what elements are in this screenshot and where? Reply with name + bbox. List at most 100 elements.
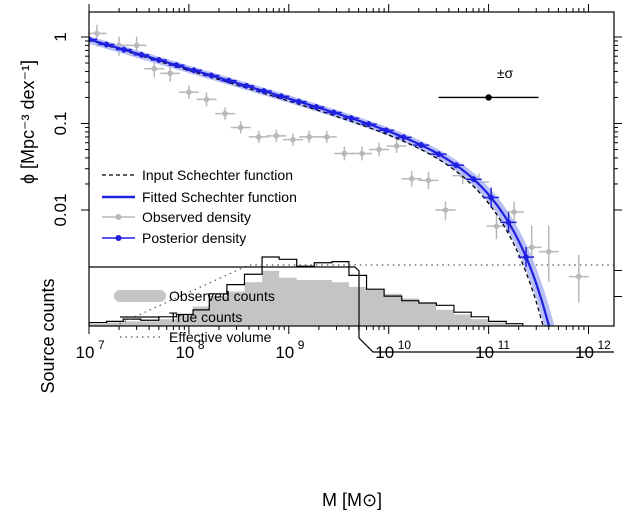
posterior-density-point [89, 36, 97, 43]
posterior-density-point [255, 88, 272, 95]
posterior-density-point [238, 82, 255, 89]
y-tick-label: 0.01 [51, 193, 70, 226]
posterior-density-marker [470, 176, 477, 182]
posterior-density-point [360, 121, 377, 128]
posterior-density-marker [418, 142, 424, 148]
observed-density-marker [306, 134, 312, 140]
x-tick-label-exponent: 11 [498, 338, 511, 352]
posterior-density-marker [505, 219, 512, 226]
x-axis-label: M [M⊙] [322, 490, 382, 510]
observed-density-marker [376, 146, 382, 153]
observed-density-marker [359, 150, 365, 157]
posterior-density-marker [156, 57, 162, 63]
posterior-density-marker [348, 115, 355, 121]
posterior-density-marker [383, 127, 390, 134]
observed-density-point [568, 254, 589, 303]
posterior-density-point [115, 46, 132, 53]
posterior-density-marker [243, 83, 250, 89]
posterior-density-point [220, 77, 237, 84]
posterior-density-marker [453, 162, 459, 169]
legend-top-item: Input Schechter function [102, 167, 293, 183]
observed-density-marker [290, 136, 296, 143]
observed-density-point [435, 201, 456, 221]
posterior-density-point [168, 62, 185, 69]
fitted-schechter-band [89, 36, 555, 326]
posterior-density-point [413, 142, 430, 149]
legend-top-label: Fitted Schechter function [142, 189, 297, 205]
posterior-density-marker [121, 46, 127, 53]
observed-density-point [282, 133, 303, 146]
x-tick-label-exponent: 12 [597, 338, 611, 352]
x-tick-label: 10 [275, 343, 294, 362]
posterior-density-marker [295, 98, 302, 105]
observed-density-point [486, 215, 507, 240]
observed-density-marker [528, 244, 535, 251]
posterior-density-marker [435, 151, 442, 157]
posterior-density-marker [488, 194, 494, 201]
posterior-density-marker [400, 134, 407, 141]
observed-density-marker [273, 133, 280, 139]
x-tick-label-exponent: 10 [398, 338, 412, 352]
posterior-density-point [308, 103, 325, 110]
posterior-density-marker [226, 77, 232, 84]
y-tick-label: 0.1 [51, 112, 70, 136]
observed-density-point [196, 92, 217, 107]
x-tick-label: 10 [575, 343, 594, 362]
x-tick-label-exponent: 9 [298, 338, 305, 352]
observed-density-point [266, 129, 287, 142]
observed-density-marker [576, 273, 582, 280]
posterior-density-marker [278, 93, 285, 100]
posterior-density-point [185, 67, 202, 74]
observed-density-point [144, 60, 165, 78]
posterior-density-point [518, 247, 535, 268]
observed-density-marker [222, 110, 228, 117]
observed-density-point [215, 107, 236, 120]
y-axis-label-top: ϕ [Mpc⁻³ dex⁻¹] [18, 60, 38, 184]
posterior-density-marker [89, 36, 92, 43]
observed-density-marker [493, 223, 500, 229]
observed-density-point [230, 121, 251, 134]
legend-bottom-label: Effective volume [169, 329, 272, 345]
observed-density-point [299, 130, 320, 143]
posterior-density-point [395, 134, 412, 141]
x-tick-label: 10 [175, 343, 194, 362]
observed-density-point [334, 146, 355, 161]
legend-bottom-item: Observed counts [114, 288, 275, 304]
observed-density-marker [408, 175, 415, 182]
observed-density-marker [545, 248, 552, 255]
legend-top-item: Posterior density [102, 230, 246, 246]
observed-density-marker [203, 96, 210, 103]
fitted-schechter-line [89, 38, 551, 326]
posterior-density-point [273, 93, 290, 100]
observed-density-point [386, 139, 407, 153]
bottom-legend-frame [89, 266, 614, 353]
posterior-density-marker [103, 41, 110, 48]
observed-density-marker [94, 30, 100, 37]
x-tick-label: 10 [375, 343, 394, 362]
posterior-density-point [98, 41, 115, 48]
posterior-density-point [150, 56, 167, 63]
posterior-density-point [290, 98, 307, 105]
posterior-density-point [378, 127, 395, 134]
true-counts-histogram [89, 256, 524, 326]
observed-density-point [418, 171, 439, 190]
observed-density-marker [511, 209, 517, 215]
observed-density-marker [323, 134, 330, 140]
legend-top-item: Observed density [102, 209, 251, 225]
observed-density-marker [167, 70, 174, 77]
legend-top-item: Fitted Schechter function [102, 189, 297, 205]
legend-top-label: Posterior density [142, 230, 246, 246]
legend-swatch-marker [115, 214, 122, 220]
observed-density-marker [341, 150, 348, 157]
posterior-density-marker [138, 52, 145, 58]
posterior-density-marker [330, 109, 337, 116]
observed-density-marker [186, 89, 192, 96]
posterior-density-point [500, 212, 517, 233]
posterior-density-point [430, 151, 447, 158]
posterior-density-point [343, 115, 360, 122]
posterior-density-marker [208, 72, 215, 79]
legend-top-label: Observed density [142, 209, 251, 225]
posterior-density-point [133, 51, 150, 58]
legend-bottom-label: True counts [169, 309, 242, 325]
posterior-density-marker [261, 88, 267, 94]
